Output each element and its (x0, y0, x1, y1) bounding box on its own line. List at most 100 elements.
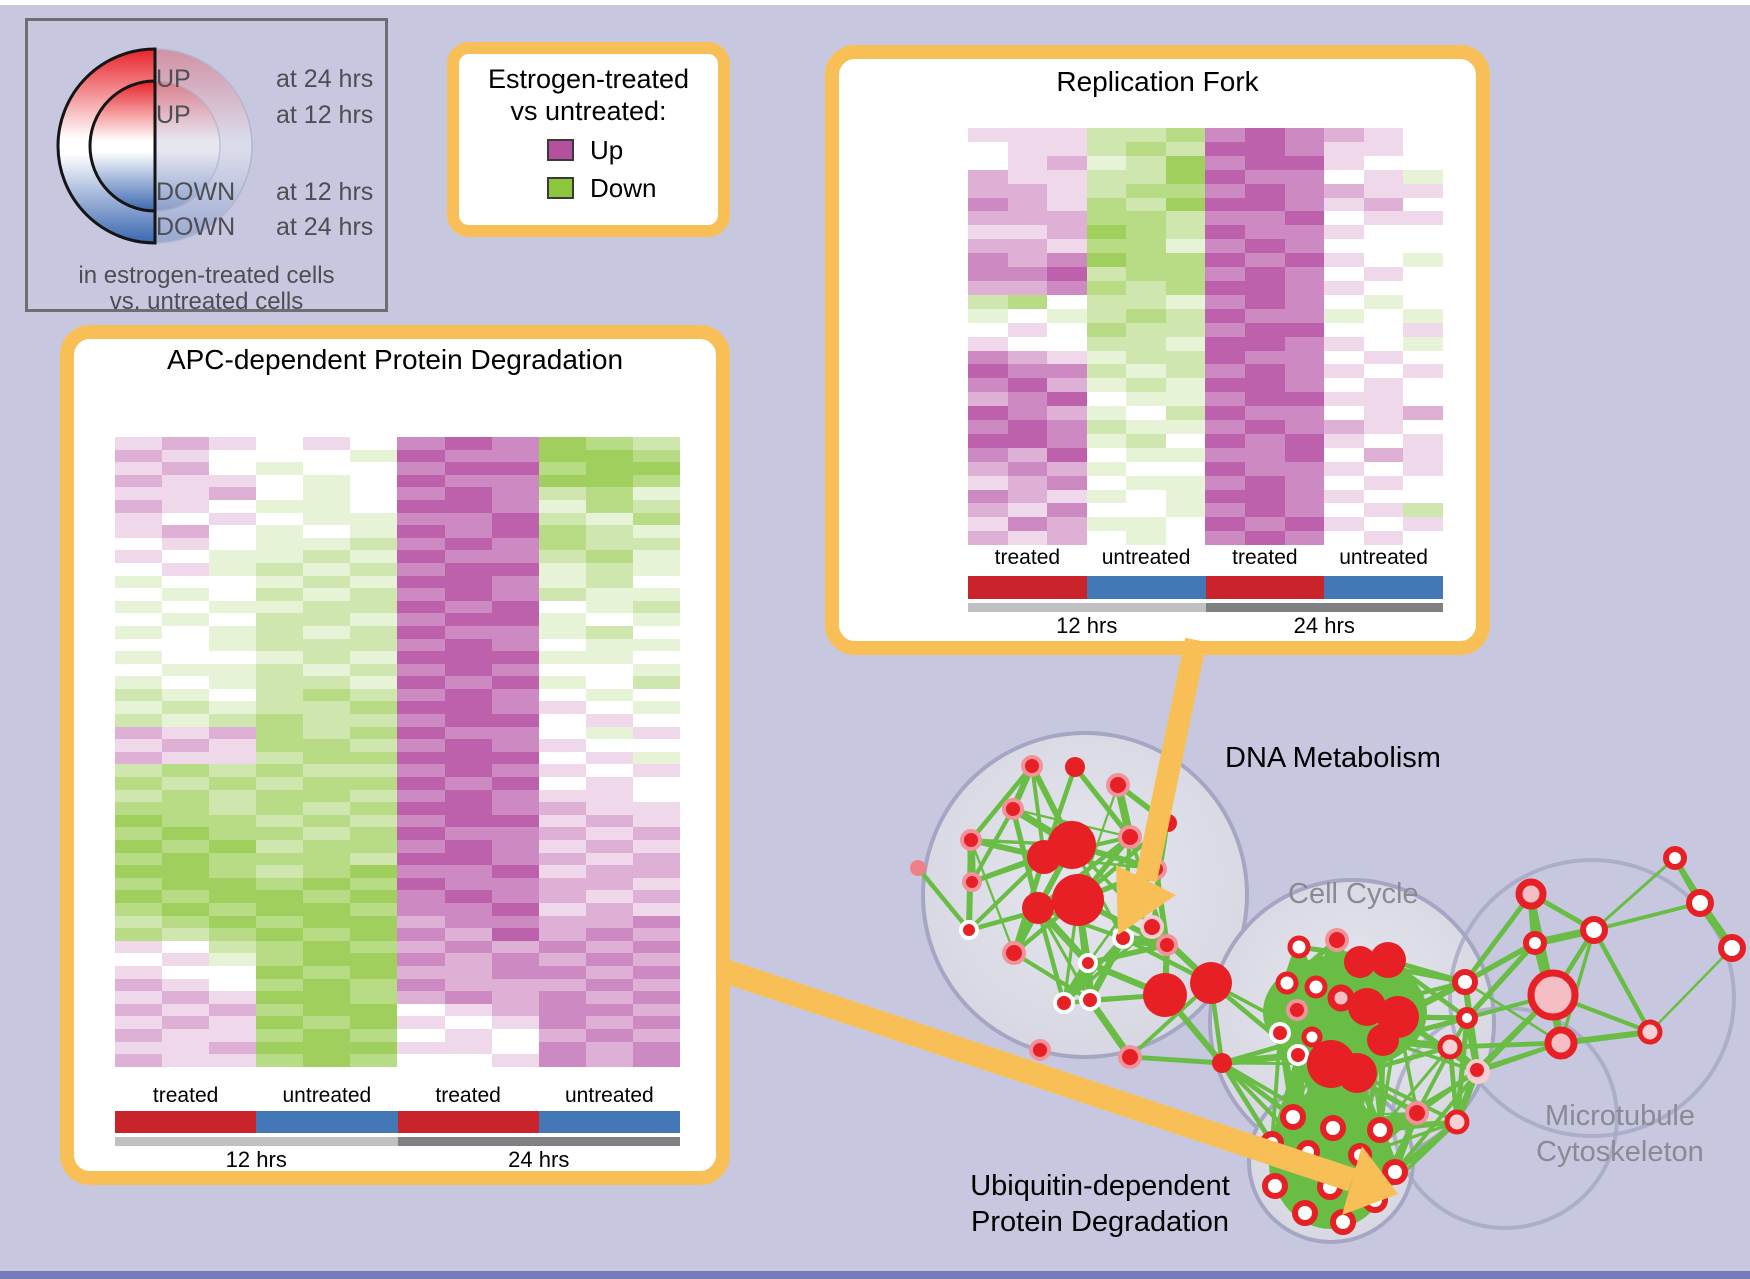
network-edge (1385, 957, 1401, 1020)
network-node (1317, 1174, 1343, 1200)
network-edge (1036, 906, 1125, 940)
network-edge (1308, 994, 1345, 1041)
ubiquitin-label-line1: Ubiquitin-dependent (970, 1170, 1230, 1202)
network-edge (1365, 1005, 1382, 1132)
network-edge (1289, 1033, 1316, 1121)
network-edge (1075, 897, 1093, 1003)
network-edge (1648, 946, 1734, 1034)
network-edge (1086, 996, 1134, 1061)
legend-up-12: UP (156, 101, 191, 129)
network-edge (1300, 1147, 1313, 1218)
link-arrow-shaft (718, 958, 1356, 1192)
network-edge (1362, 1002, 1388, 1045)
edge-density-blob (1263, 954, 1427, 1070)
network-edge (1328, 1061, 1420, 1116)
network-node (1337, 1053, 1377, 1093)
network-node (1079, 989, 1101, 1011)
network-node (1021, 755, 1043, 777)
network-node (1159, 814, 1177, 832)
network-edge (968, 837, 1047, 860)
apc-12hrs-bar (115, 1137, 398, 1146)
network-edge (1034, 904, 1092, 967)
network-edge (1282, 942, 1304, 988)
network-edge (1120, 935, 1214, 986)
network-edge (1592, 901, 1702, 932)
network-edge (1300, 1123, 1338, 1218)
network-edge (1288, 1112, 1380, 1205)
network-node (1466, 1060, 1490, 1084)
network-node (1367, 1024, 1399, 1056)
network-edge (1353, 1069, 1384, 1134)
network-edge (1282, 978, 1302, 1015)
network-edge (1072, 764, 1133, 840)
network-edge (1338, 995, 1360, 1076)
network-node (1637, 1019, 1663, 1045)
network-edge (1277, 1030, 1311, 1155)
network-edge (1671, 854, 1704, 907)
circle-legend-box: UP at 24 hrs UP at 12 hrs DOWN at 12 hrs… (25, 18, 388, 315)
network-node (1382, 1159, 1408, 1185)
network-node (910, 860, 926, 876)
network-edge (1285, 981, 1333, 1066)
network-edge (1592, 856, 1677, 932)
apc-untreated-12-bar (256, 1111, 398, 1133)
network-edge (1329, 1062, 1397, 1174)
network-node (1663, 846, 1687, 870)
network-edge (1270, 1181, 1348, 1227)
network-edge (1325, 1150, 1365, 1192)
network-edge (1308, 1033, 1361, 1077)
network-edge (1528, 891, 1556, 998)
network-edge (1295, 1037, 1386, 1058)
network-node (1190, 962, 1232, 1004)
cell-cycle-label: Cell Cycle (1288, 878, 1419, 910)
network-edge (1310, 958, 1390, 1039)
network-edge (1291, 1038, 1385, 1119)
network-edge (1370, 1167, 1400, 1205)
top-edge-strip (0, 0, 1750, 5)
network-edge (1337, 958, 1364, 1002)
network-edge (1303, 1123, 1338, 1157)
cluster-ubiquitin (1247, 1080, 1415, 1244)
network-edge (1062, 925, 1154, 1005)
network-edge (1462, 979, 1481, 1075)
network-edge (1075, 834, 1133, 903)
rf-time-bar (968, 603, 1443, 612)
network-edge (1527, 890, 1539, 947)
rf-treated-24-bar (1205, 576, 1325, 599)
network-edge (1474, 1040, 1564, 1073)
network-edge (1300, 1182, 1335, 1218)
network-edge (1270, 1167, 1400, 1191)
network-edge (1270, 1181, 1335, 1192)
network-node (962, 872, 982, 892)
network-edge (1070, 843, 1125, 940)
network-node (1444, 1109, 1470, 1135)
network-edge (1306, 1071, 1359, 1154)
network-node (1292, 1200, 1318, 1226)
network-edge (1277, 959, 1363, 1036)
network-edge (1332, 1016, 1399, 1129)
network-edge (1277, 1030, 1296, 1120)
network-edge (1378, 1070, 1480, 1132)
network-edge (1462, 891, 1534, 985)
apc-time-bar (115, 1137, 680, 1146)
network-edge (1313, 984, 1386, 1043)
network-edge (1446, 1043, 1481, 1074)
network-edge (1338, 1125, 1385, 1227)
network-edge (1009, 805, 1076, 849)
network-edge (1267, 1125, 1385, 1148)
network-edge (1309, 937, 1340, 1040)
network-edge (1328, 1123, 1365, 1160)
network-edge (1303, 1147, 1380, 1205)
network-edge (1114, 781, 1134, 841)
apc-condition-bar (115, 1111, 680, 1133)
network-edge (1532, 940, 1564, 1046)
network-edge (1267, 1138, 1380, 1205)
network-edge (1288, 1112, 1335, 1192)
network-edge (1415, 1016, 1469, 1115)
network-edge (1293, 994, 1345, 1014)
network-edge (1009, 762, 1036, 813)
network-edge (1120, 820, 1171, 941)
network-edge (1338, 1167, 1400, 1227)
network-edge (1285, 981, 1359, 1075)
